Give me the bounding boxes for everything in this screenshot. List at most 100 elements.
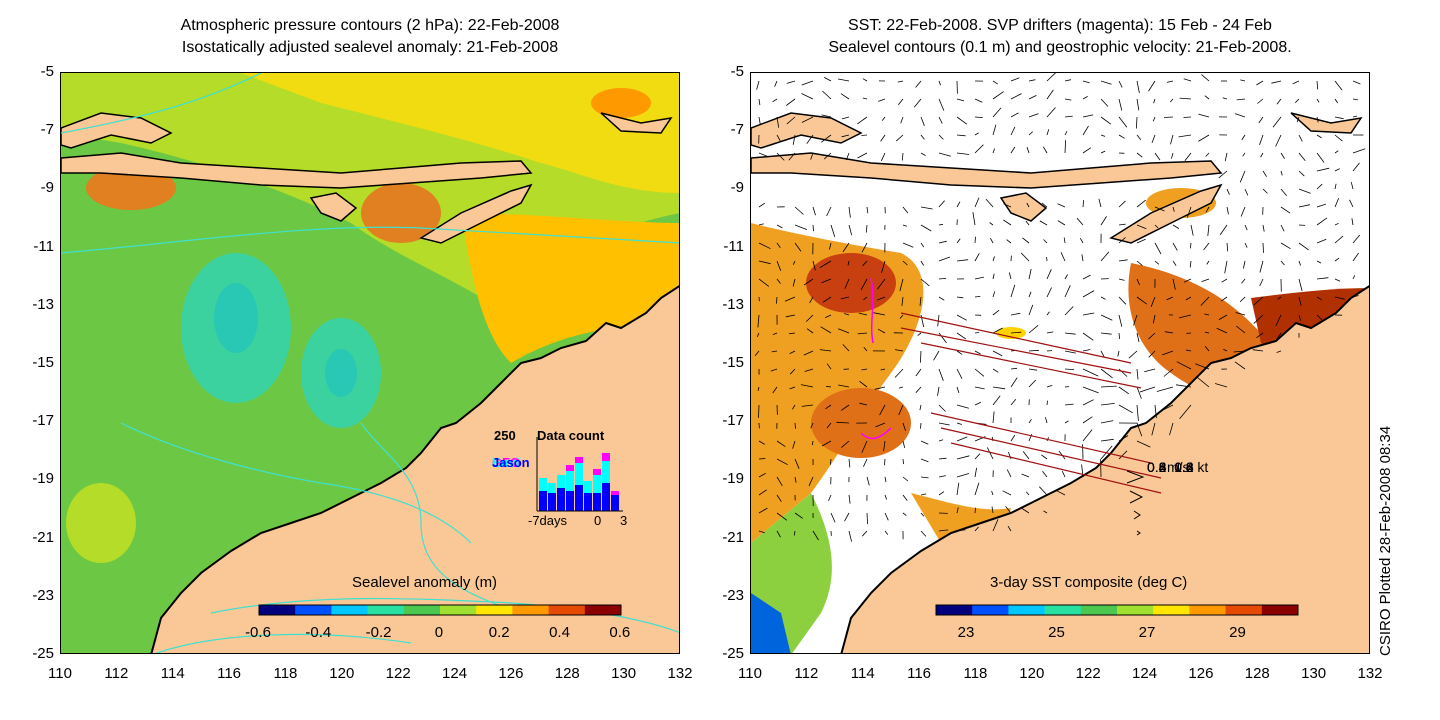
velocity-arrow bbox=[1221, 278, 1228, 283]
velocity-arrow bbox=[821, 114, 832, 118]
velocity-arrow bbox=[1144, 368, 1156, 373]
histogram-title: Data count bbox=[537, 428, 605, 443]
velocity-arrow bbox=[1334, 278, 1341, 282]
velocity-arrow bbox=[758, 278, 770, 287]
velocity-arrow bbox=[1021, 508, 1030, 514]
velocity-arrow bbox=[902, 224, 908, 227]
velocity-arrow bbox=[877, 278, 886, 290]
colorbar-segment bbox=[476, 605, 513, 615]
velocity-arrow bbox=[1118, 386, 1130, 395]
velocity-arrow bbox=[859, 402, 868, 406]
velocity-arrow bbox=[792, 278, 796, 287]
velocity-arrow bbox=[774, 80, 778, 87]
velocity-arrow bbox=[1166, 296, 1174, 301]
velocity-arrow bbox=[1100, 314, 1113, 321]
velocity-arrow bbox=[1139, 386, 1156, 393]
velocity-arrow bbox=[920, 458, 929, 463]
y-tick-label: -9 bbox=[730, 179, 744, 197]
velocity-arrow bbox=[758, 458, 766, 460]
velocity-arrow bbox=[938, 296, 945, 301]
velocity-arrow bbox=[838, 328, 850, 334]
velocity-arrow bbox=[1316, 80, 1319, 90]
velocity-arrow bbox=[1350, 182, 1354, 190]
velocity-arrow bbox=[1316, 98, 1320, 103]
y-tick-label: -21 bbox=[722, 528, 744, 546]
velocity-arrow bbox=[1352, 234, 1361, 244]
velocity-arrow bbox=[938, 529, 949, 532]
histogram-x-start: -7days bbox=[528, 513, 568, 528]
velocity-arrow bbox=[900, 116, 904, 124]
velocity-arrow bbox=[902, 206, 909, 214]
y-tick-label: -9 bbox=[40, 179, 54, 197]
velocity-arrow bbox=[938, 256, 951, 262]
velocity-arrow bbox=[1118, 332, 1120, 339]
velocity-arrow bbox=[974, 332, 980, 334]
velocity-arrow bbox=[1100, 403, 1115, 406]
velocity-arrow bbox=[801, 404, 814, 407]
x-tick-label: 122 bbox=[385, 665, 411, 682]
velocity-arrow bbox=[902, 476, 909, 482]
velocity-arrow bbox=[758, 472, 766, 478]
colorbar-segment bbox=[440, 605, 477, 615]
left-colorbar-label: Sealevel anomaly (m) bbox=[352, 574, 498, 591]
velocity-arrow bbox=[1200, 296, 1210, 306]
x-tick-label: 110 bbox=[48, 665, 72, 682]
velocity-arrow bbox=[878, 98, 886, 102]
velocity-arrow bbox=[792, 134, 796, 145]
velocity-arrow bbox=[956, 455, 970, 460]
velocity-arrow bbox=[974, 482, 980, 496]
velocity-arrow bbox=[776, 278, 781, 284]
colorbar-segment bbox=[1153, 605, 1190, 615]
velocity-arrow bbox=[974, 296, 981, 298]
left-map-title: Atmospheric pressure contours (2 hPa): 2… bbox=[60, 15, 680, 59]
velocity-arrow bbox=[1008, 272, 1012, 280]
velocity-arrow bbox=[1100, 80, 1112, 85]
velocity-arrow bbox=[1025, 220, 1030, 226]
velocity-arrow bbox=[956, 368, 963, 379]
y-tick-label: -23 bbox=[722, 586, 744, 604]
y-tick-label: -13 bbox=[722, 295, 744, 313]
colorbar-tick-label: 0.6 bbox=[609, 624, 631, 641]
velocity-arrow bbox=[1235, 312, 1246, 316]
x-tick-label: 110 bbox=[738, 665, 762, 682]
velocity-arrow bbox=[938, 439, 944, 442]
velocity-arrow bbox=[920, 224, 932, 232]
velocity-arrow bbox=[1028, 113, 1039, 118]
velocity-arrow bbox=[1057, 203, 1066, 208]
velocity-arrow bbox=[1334, 116, 1344, 120]
velocity-arrow bbox=[1028, 304, 1034, 316]
velocity-arrow bbox=[1234, 113, 1246, 118]
velocity-arrow bbox=[1010, 434, 1016, 442]
colorbar-segment bbox=[1261, 605, 1299, 615]
velocity-arrow bbox=[938, 422, 950, 426]
velocity-arrow bbox=[758, 489, 767, 496]
velocity-arrow bbox=[1298, 278, 1303, 292]
y-tick-label: -11 bbox=[33, 237, 54, 255]
colorbar-segment bbox=[936, 605, 973, 615]
velocity-arrow bbox=[1010, 367, 1018, 370]
velocity-arrow bbox=[1148, 80, 1156, 92]
x-tick-label: 120 bbox=[1019, 665, 1045, 682]
velocity-arrow bbox=[901, 296, 904, 306]
velocity-arrow bbox=[823, 152, 832, 160]
velocity-arrow bbox=[992, 327, 1003, 334]
velocity-arrow bbox=[1046, 331, 1054, 334]
velocity-arrow bbox=[804, 368, 814, 372]
velocity-arrow bbox=[956, 98, 965, 102]
velocity-arrow bbox=[1190, 242, 1192, 249]
histogram-max-label: 250 bbox=[494, 428, 516, 443]
velocity-arrow bbox=[776, 494, 782, 502]
velocity-arrow bbox=[1025, 491, 1030, 496]
velocity-arrow bbox=[861, 134, 868, 136]
velocity-arrow bbox=[1152, 116, 1156, 122]
velocity-arrow bbox=[920, 530, 927, 537]
velocity-arrow bbox=[801, 116, 814, 123]
velocity-arrow bbox=[1100, 150, 1106, 154]
velocity-arrow bbox=[1100, 216, 1107, 226]
velocity-arrow bbox=[1082, 290, 1095, 298]
x-tick-label: 128 bbox=[554, 665, 580, 682]
velocity-arrow bbox=[1164, 331, 1174, 334]
velocity-arrow bbox=[1136, 116, 1138, 129]
velocity-arrow bbox=[974, 253, 980, 262]
velocity-arrow bbox=[1010, 77, 1020, 82]
